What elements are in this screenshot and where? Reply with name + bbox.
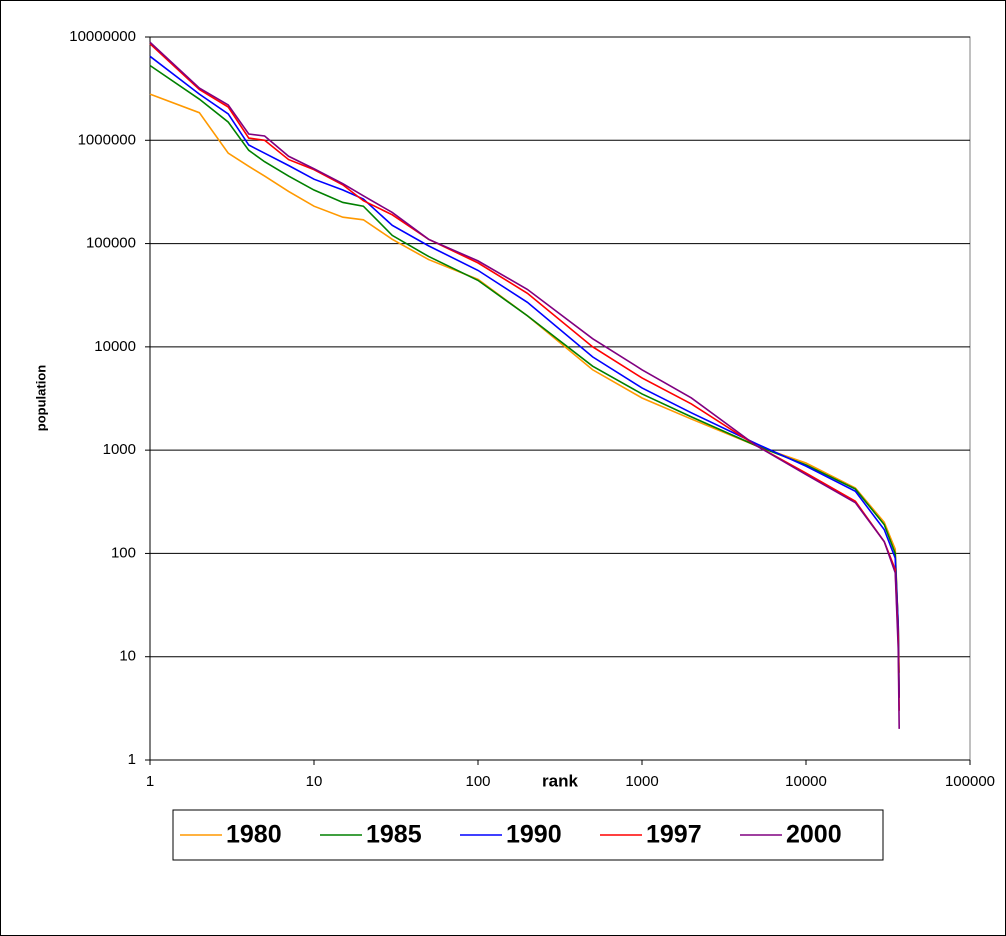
x-tick-label: 1 [146, 773, 154, 790]
y-tick-label: 10000000 [69, 28, 136, 45]
y-axis-label: population [33, 365, 48, 431]
y-tick-label: 1000000 [78, 131, 136, 148]
legend-label: 2000 [786, 821, 842, 849]
x-tick-label: 100000 [945, 773, 995, 790]
x-tick-label: 100 [465, 773, 490, 790]
x-tick-label: 10000 [785, 773, 827, 790]
series-line [149, 41, 900, 729]
x-tick-label: 10 [306, 773, 323, 790]
y-tick-label: 10000 [94, 338, 136, 355]
y-tick-label: 1 [128, 751, 136, 768]
y-tick-label: 1000 [103, 441, 136, 458]
y-tick-label: 10 [119, 648, 136, 665]
series-line [149, 93, 900, 673]
plot-area [149, 36, 971, 761]
legend-label: 1985 [366, 821, 422, 849]
series-line [149, 64, 900, 698]
legend-label: 1997 [646, 821, 702, 849]
legend-label: 1980 [226, 821, 282, 849]
legend-label: 1990 [506, 821, 562, 849]
y-tick-label: 100 [111, 544, 136, 561]
series-line [149, 55, 900, 698]
x-tick-label: 1000 [625, 773, 658, 790]
y-tick-label: 100000 [86, 235, 136, 252]
x-axis-label: rank [542, 771, 578, 790]
